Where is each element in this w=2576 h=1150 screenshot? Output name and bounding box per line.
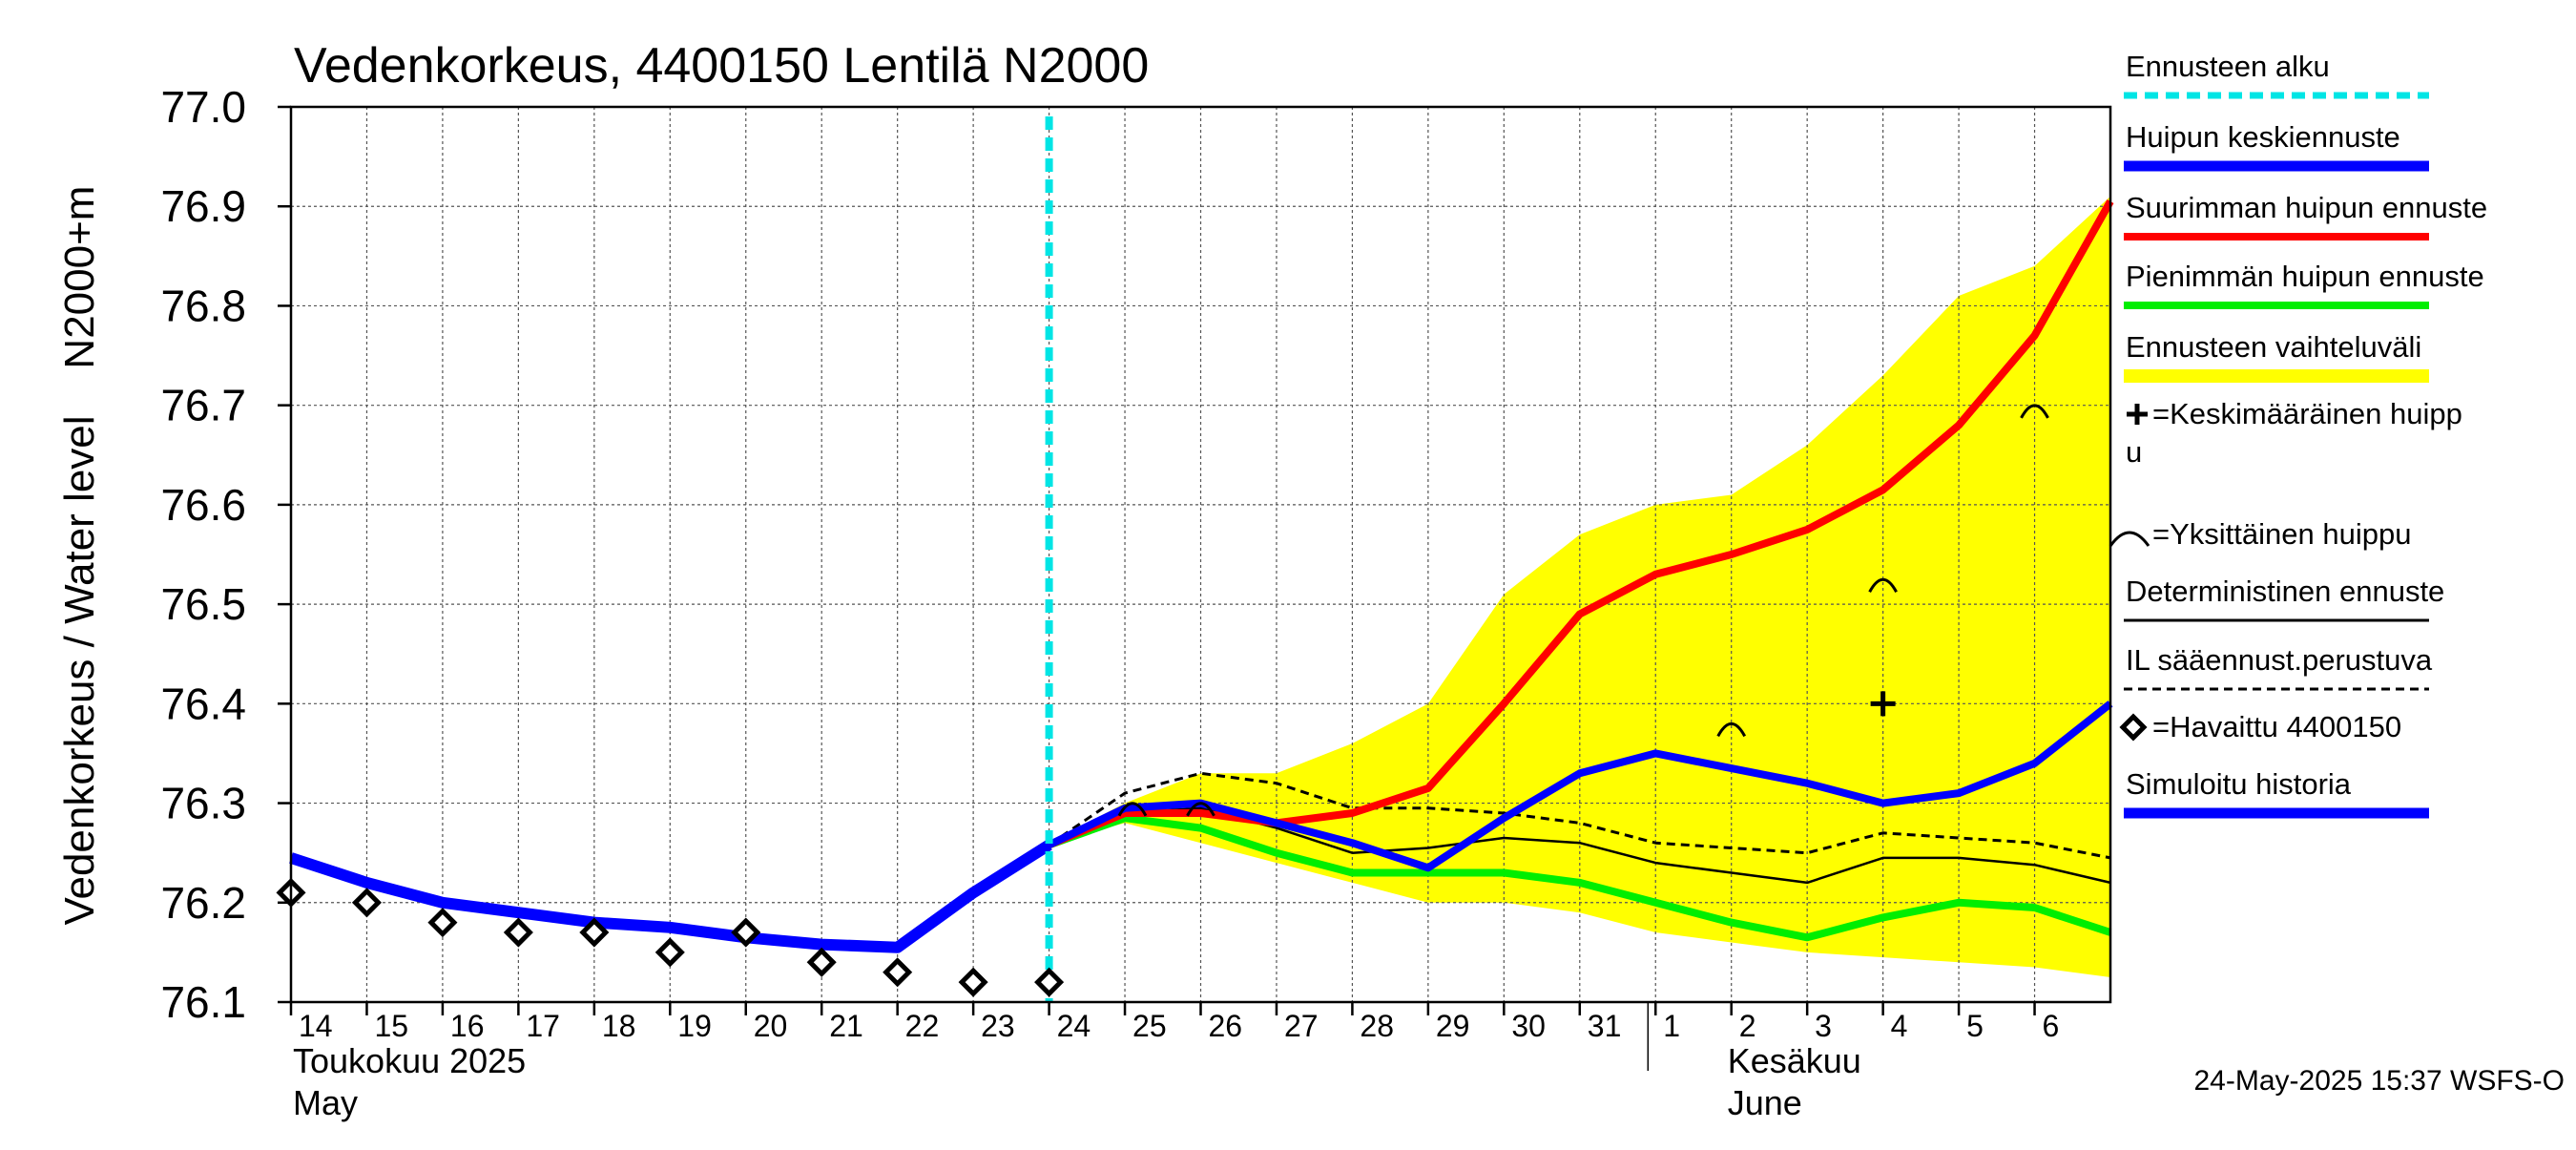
month-label: Toukokuu 2025	[293, 1041, 526, 1080]
x-tick-label: 22	[905, 1009, 940, 1043]
legend-label: Deterministinen ennuste	[2126, 575, 2444, 608]
legend-item-1: Ennusteen alku	[2124, 50, 2429, 99]
month-label-en: May	[293, 1083, 358, 1122]
legend-item-7: =Yksittäinen huippu	[2109, 517, 2411, 551]
chart-title: Vedenkorkeus, 4400150 Lentilä N2000	[294, 38, 1149, 94]
series-line-min-peak	[1048, 814, 2112, 942]
legend-item-9: IL sääennust.perustuva	[2124, 643, 2433, 691]
y-tick-label: 76.4	[160, 679, 246, 728]
legend-item-6: =Keskimääräinen huipp u	[2126, 397, 2462, 469]
observed-point	[427, 908, 458, 938]
legend-plus-icon	[2127, 404, 2148, 425]
series-line-simulated	[289, 840, 1052, 953]
legend-label-line2: u	[2126, 435, 2142, 469]
single-peak-marker	[1186, 802, 1215, 817]
timestamp-footer: 24-May-2025 15:37 WSFS-O	[2194, 1065, 2566, 1097]
x-tick-label: 28	[1360, 1009, 1394, 1043]
x-tick-label: 25	[1132, 1009, 1167, 1043]
x-tick-label: 24	[1057, 1009, 1091, 1043]
legend-label: Suurimman huipun ennuste	[2126, 191, 2487, 224]
x-tick-label: 27	[1284, 1009, 1319, 1043]
x-tick-label: 15	[374, 1009, 408, 1043]
x-tick-label: 1	[1663, 1009, 1680, 1043]
x-tick-label: 17	[526, 1009, 560, 1043]
legend-label: IL sääennust.perustuva	[2126, 643, 2433, 677]
x-tick-label: 21	[829, 1009, 863, 1043]
series-line-mean-peak	[1047, 700, 2113, 872]
single-peak-marker	[2020, 404, 2049, 419]
observed-point	[1034, 967, 1065, 997]
y-tick-label: 76.8	[160, 281, 246, 330]
x-tick-label: 16	[450, 1009, 485, 1043]
legend-label: Pienimmän huipun ennuste	[2126, 260, 2484, 293]
x-tick-label: 30	[1511, 1009, 1546, 1043]
y-tick-label: 76.9	[160, 181, 246, 231]
x-tick-label: 26	[1209, 1009, 1243, 1043]
legend: Ennusteen alku Huipun keskiennuste Suurimm…	[2109, 50, 2487, 819]
observed-point	[958, 967, 988, 997]
y-tick-label: 76.2	[160, 878, 246, 928]
x-tick-label: 2	[1739, 1009, 1756, 1043]
plot-area: 76.1 76.2 76.3 76.4 76.5 76.6 76.7 76.8 76.9 77.0…	[160, 82, 2114, 1122]
x-tick-label: 4	[1891, 1009, 1908, 1043]
y-tick-label: 76.7	[160, 381, 246, 430]
single-peak-marker	[1868, 577, 1898, 594]
month-label-en: June	[1728, 1083, 1802, 1122]
legend-label: =Keskimääräinen huipp	[2152, 397, 2462, 430]
legend-label: Huipun keskiennuste	[2126, 120, 2400, 154]
y-tick-label: 76.5	[160, 579, 246, 629]
y-axis-label: Vedenkorkeus / Water level N2000+m	[56, 186, 103, 926]
x-tick-label: 14	[299, 1009, 333, 1043]
legend-arc-icon	[2109, 531, 2150, 547]
legend-label: Ennusteen alku	[2126, 50, 2330, 83]
legend-item-4: Pienimmän huipun ennuste	[2124, 260, 2484, 309]
observed-point	[503, 917, 533, 948]
series-line-max-peak	[1048, 199, 2114, 848]
observed-point	[654, 937, 685, 968]
legend-label: Ennusteen vaihteluväli	[2126, 330, 2421, 364]
observed-point	[579, 917, 610, 948]
legend-label: =Yksittäinen huippu	[2152, 517, 2411, 551]
observed-point	[731, 917, 761, 948]
x-tick-label: 29	[1436, 1009, 1470, 1043]
forecast-range-band	[1049, 196, 2110, 977]
observed-point	[883, 957, 913, 988]
y-tick-label: 76.3	[160, 779, 246, 828]
x-tick-label: 5	[1966, 1009, 1984, 1043]
single-peak-marker	[1716, 721, 1747, 738]
single-peak-marker	[1117, 802, 1148, 817]
x-tick-label: 31	[1588, 1009, 1622, 1043]
legend-label: Simuloitu historia	[2126, 767, 2352, 801]
x-tick-label: 3	[1815, 1009, 1832, 1043]
legend-item-11: Simuloitu historia	[2124, 767, 2429, 819]
x-tick-label: 6	[2043, 1009, 2060, 1043]
month-label: Kesäkuu	[1728, 1041, 1861, 1080]
mean-peak-marker	[1870, 691, 1896, 717]
y-tick-label: 76.1	[160, 977, 246, 1027]
x-tick-label: 23	[981, 1009, 1015, 1043]
legend-item-10: =Havaittu 4400150	[2119, 710, 2401, 743]
x-tick-label: 18	[602, 1009, 636, 1043]
legend-item-8: Deterministinen ennuste	[2124, 575, 2444, 622]
legend-item-5: Ennusteen vaihteluväli	[2124, 330, 2429, 383]
legend-item-2: Huipun keskiennuste	[2124, 120, 2429, 172]
legend-label: =Havaittu 4400150	[2152, 710, 2401, 743]
legend-item-3: Suurimman huipun ennuste	[2124, 191, 2487, 240]
legend-diamond-icon	[2119, 713, 2148, 742]
y-tick-label: 77.0	[160, 82, 246, 132]
x-tick-label: 19	[677, 1009, 712, 1043]
y-tick-label: 76.6	[160, 480, 246, 530]
x-tick-label: 20	[754, 1009, 788, 1043]
observed-point	[806, 947, 837, 977]
observed-point	[351, 888, 382, 918]
